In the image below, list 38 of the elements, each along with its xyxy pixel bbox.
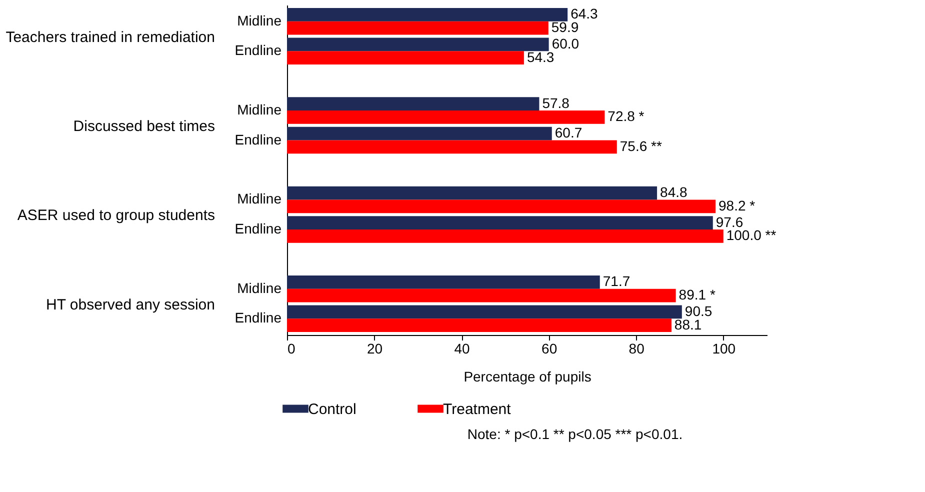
data-label: 90.5 <box>684 302 712 319</box>
y-tick-label: Midline <box>237 102 282 118</box>
data-label: 71.7 <box>602 273 630 290</box>
x-tick-label: 20 <box>366 340 383 356</box>
text: Note: * p<0.1 ** p<0.05 *** p<0.01. <box>467 426 683 442</box>
data-label: 72.8 * <box>608 108 645 124</box>
y-tick-label: Midline <box>237 12 282 28</box>
data-label: 97.6 <box>716 214 744 230</box>
x-tick-label: 60 <box>542 340 558 356</box>
text: Discussed best times <box>73 118 215 136</box>
text: Teachers trained in remediation <box>6 28 215 46</box>
x-tick-label: 100 <box>712 340 736 356</box>
y-tick-label: Endline <box>234 42 282 58</box>
data-label: 89.1 * <box>678 286 716 303</box>
text: HT observed any session <box>46 296 215 314</box>
x-tick-label: 0 <box>288 340 296 356</box>
data-label: 59.9 <box>551 19 579 36</box>
legend-label: Control <box>308 400 356 418</box>
x-axis-title: Percentage of pupils <box>464 368 592 384</box>
y-tick-label: Endline <box>234 131 282 148</box>
x-tick-label: 40 <box>454 340 470 356</box>
y-tick-label: Endline <box>234 310 282 326</box>
data-label: 75.6 ** <box>620 138 662 154</box>
data-label: 88.1 <box>674 316 702 332</box>
data-label: 54.3 <box>526 48 554 65</box>
data-label: 84.8 <box>660 184 688 200</box>
data-label: 60.0 <box>552 35 580 52</box>
y-tick-label: Midline <box>237 190 282 207</box>
y-tick-label: Midline <box>237 280 282 296</box>
text: ASER used to group students <box>17 207 215 224</box>
data-label: 57.8 <box>542 94 570 111</box>
data-label: 60.7 <box>554 124 582 141</box>
y-tick-label: Endline <box>234 220 282 236</box>
x-tick-label: 80 <box>628 340 645 356</box>
data-label: 100.0 ** <box>726 227 777 244</box>
data-label: 98.2 * <box>718 197 756 214</box>
data-label: 64.3 <box>570 6 598 22</box>
legend-label: Treatment <box>443 400 512 418</box>
